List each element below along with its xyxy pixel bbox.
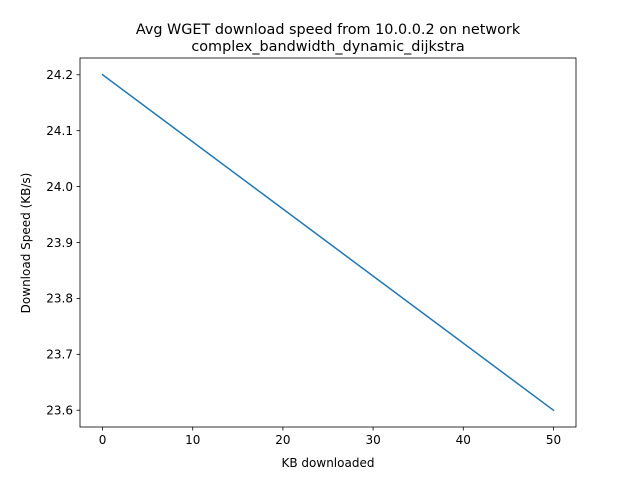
y-tick-label: 23.7 <box>46 348 73 362</box>
chart-title-line-1: Avg WGET download speed from 10.0.0.2 on… <box>136 22 521 38</box>
y-tick-label: 23.8 <box>46 292 73 306</box>
x-tick-label: 10 <box>185 433 200 447</box>
chart-title-line-2: complex_bandwidth_dynamic_dijkstra <box>191 39 464 55</box>
y-tick-label: 24.2 <box>46 68 73 82</box>
x-axis-label: KB downloaded <box>282 456 375 470</box>
x-tick-label: 40 <box>456 433 471 447</box>
x-tick-label: 0 <box>99 433 107 447</box>
x-axis-ticks: 0 10 20 30 40 50 <box>99 427 561 447</box>
x-tick-label: 20 <box>275 433 290 447</box>
y-tick-label: 23.6 <box>46 404 73 418</box>
plot-frame <box>79 57 577 428</box>
y-axis-label: Download Speed (KB/s) <box>19 173 33 314</box>
x-tick-label: 50 <box>546 433 561 447</box>
plot-area: 0 10 20 30 40 50 23.6 23.7 23.8 23.9 24.0 24.1 24.2 <box>46 57 577 447</box>
y-axis-ticks: 23.6 23.7 23.8 23.9 24.0 24.1 24.2 <box>46 68 80 418</box>
y-tick-label: 24.0 <box>46 180 73 194</box>
y-tick-label: 24.1 <box>46 124 73 138</box>
x-tick-label: 30 <box>365 433 380 447</box>
series-group <box>101 73 555 412</box>
y-tick-label: 23.9 <box>46 236 73 250</box>
series-line <box>101 73 555 412</box>
